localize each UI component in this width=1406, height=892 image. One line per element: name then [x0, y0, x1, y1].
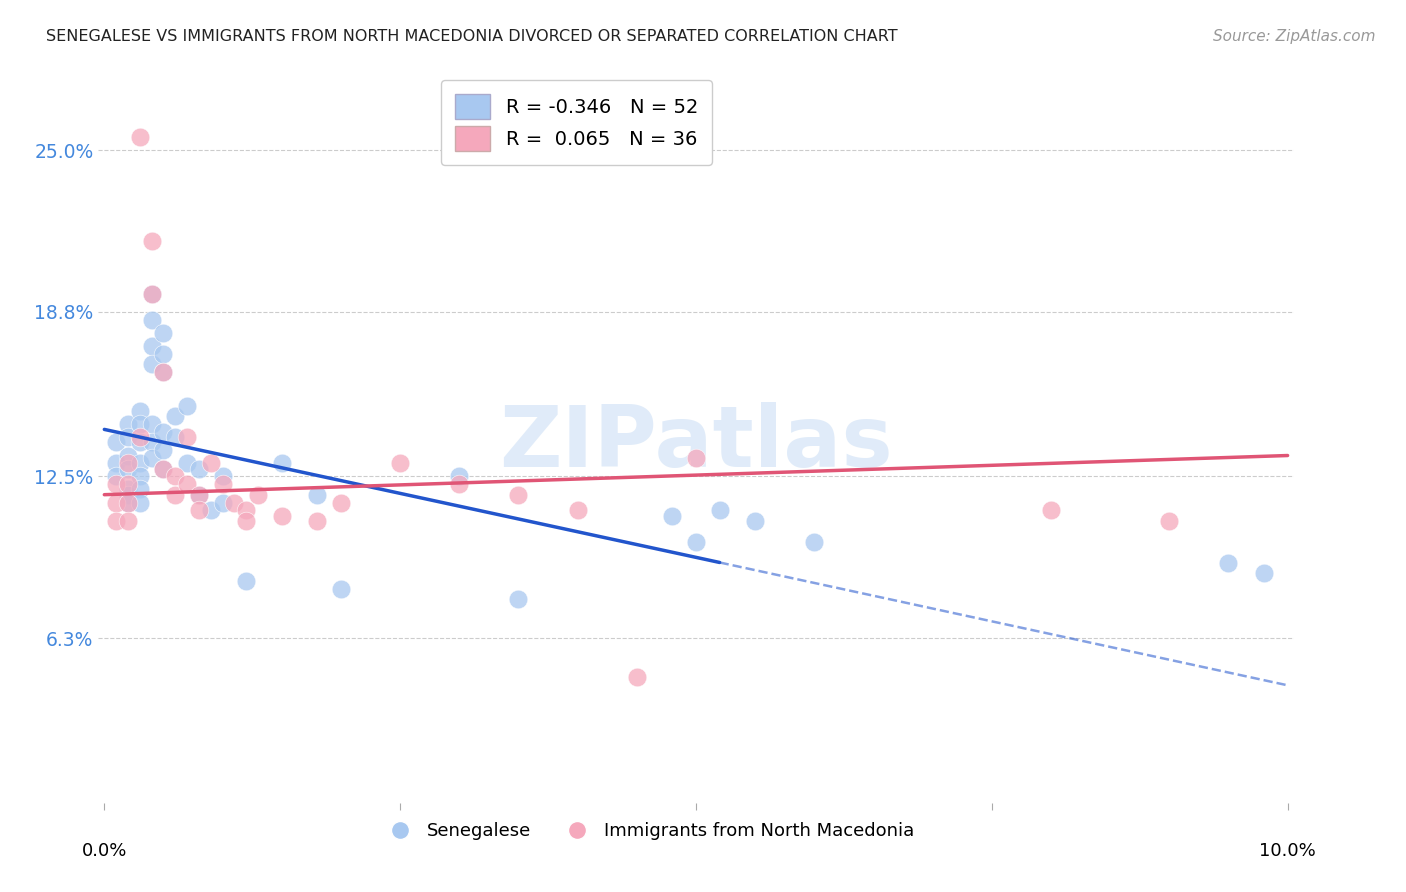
Point: [270, 508, 292, 523]
Point: [803, 534, 825, 549]
Point: [141, 235, 163, 249]
Point: [270, 456, 292, 470]
Point: [117, 417, 139, 432]
Point: [141, 435, 163, 450]
Point: [188, 488, 211, 502]
Point: [211, 495, 233, 509]
Point: [744, 514, 766, 528]
Point: [626, 670, 648, 684]
Point: [165, 430, 187, 444]
Point: [176, 477, 198, 491]
Point: [685, 534, 707, 549]
Point: [1218, 556, 1240, 570]
Point: [176, 456, 198, 470]
Point: [117, 477, 139, 491]
Point: [117, 514, 139, 528]
Point: [105, 456, 128, 470]
Point: [211, 477, 233, 491]
Point: [211, 469, 233, 483]
Point: [141, 286, 163, 301]
Point: [235, 574, 257, 588]
Point: [152, 461, 174, 475]
Point: [1253, 566, 1275, 580]
Point: [152, 443, 174, 458]
Text: Source: ZipAtlas.com: Source: ZipAtlas.com: [1212, 29, 1375, 44]
Point: [188, 461, 211, 475]
Text: 0.0%: 0.0%: [82, 842, 127, 860]
Point: [117, 430, 139, 444]
Point: [200, 503, 222, 517]
Point: [105, 469, 128, 483]
Point: [247, 488, 270, 502]
Point: [176, 399, 198, 413]
Point: [141, 417, 163, 432]
Point: [117, 461, 139, 475]
Point: [117, 483, 139, 497]
Point: [165, 469, 187, 483]
Point: [152, 425, 174, 439]
Point: [117, 456, 139, 470]
Text: ZIPatlas: ZIPatlas: [499, 402, 893, 485]
Point: [105, 495, 128, 509]
Legend: Senegalese, Immigrants from North Macedonia: Senegalese, Immigrants from North Macedo…: [375, 815, 921, 847]
Point: [141, 451, 163, 466]
Point: [330, 582, 353, 596]
Point: [128, 483, 150, 497]
Point: [235, 514, 257, 528]
Point: [105, 435, 128, 450]
Point: [117, 495, 139, 509]
Point: [188, 503, 211, 517]
Point: [117, 495, 139, 509]
Point: [389, 456, 412, 470]
Point: [508, 488, 530, 502]
Point: [128, 130, 150, 145]
Point: [152, 365, 174, 379]
Point: [709, 503, 731, 517]
Point: [141, 339, 163, 353]
Point: [176, 430, 198, 444]
Point: [128, 430, 150, 444]
Point: [224, 495, 246, 509]
Point: [235, 503, 257, 517]
Point: [128, 495, 150, 509]
Point: [165, 488, 187, 502]
Point: [152, 461, 174, 475]
Point: [1159, 514, 1181, 528]
Point: [117, 449, 139, 463]
Point: [661, 508, 683, 523]
Point: [128, 456, 150, 470]
Text: 10.0%: 10.0%: [1260, 842, 1316, 860]
Point: [105, 514, 128, 528]
Point: [141, 357, 163, 371]
Point: [152, 365, 174, 379]
Point: [567, 503, 589, 517]
Text: SENEGALESE VS IMMIGRANTS FROM NORTH MACEDONIA DIVORCED OR SEPARATED CORRELATION : SENEGALESE VS IMMIGRANTS FROM NORTH MACE…: [46, 29, 898, 44]
Point: [105, 477, 128, 491]
Point: [508, 592, 530, 607]
Point: [165, 409, 187, 424]
Point: [152, 347, 174, 361]
Point: [128, 435, 150, 450]
Point: [330, 495, 353, 509]
Point: [449, 477, 471, 491]
Point: [307, 514, 329, 528]
Point: [128, 469, 150, 483]
Point: [128, 417, 150, 432]
Point: [117, 488, 139, 502]
Point: [188, 488, 211, 502]
Point: [128, 404, 150, 418]
Point: [141, 286, 163, 301]
Point: [449, 469, 471, 483]
Point: [307, 488, 329, 502]
Point: [685, 451, 707, 466]
Point: [1039, 503, 1062, 517]
Point: [141, 312, 163, 326]
Point: [152, 326, 174, 340]
Point: [200, 456, 222, 470]
